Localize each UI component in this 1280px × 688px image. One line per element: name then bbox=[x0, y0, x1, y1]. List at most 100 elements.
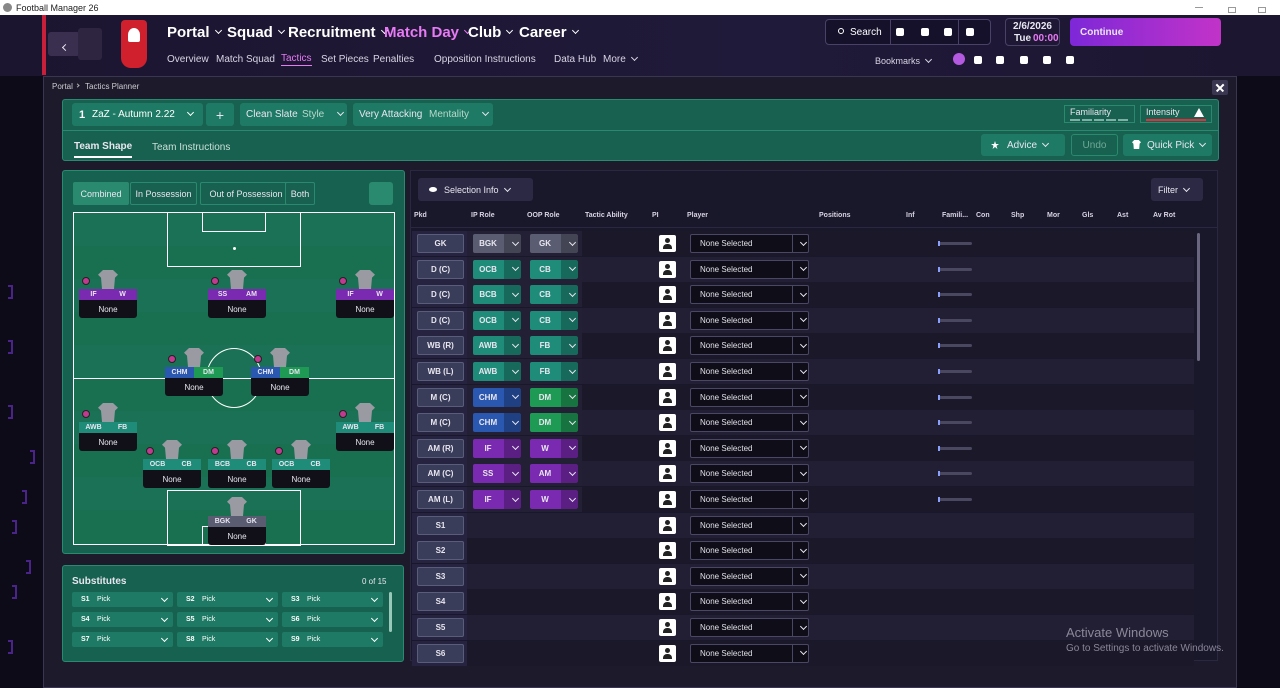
player-dropdown[interactable]: None Selected bbox=[690, 234, 809, 253]
player-dropdown[interactable]: None Selected bbox=[690, 643, 809, 663]
pi-button[interactable] bbox=[659, 337, 676, 355]
pi-button[interactable] bbox=[659, 414, 676, 432]
pi-button[interactable] bbox=[659, 311, 676, 329]
ip-role-dropdown[interactable]: CHM bbox=[473, 413, 521, 433]
pi-button[interactable] bbox=[659, 465, 676, 483]
ip-role-dropdown[interactable]: AWB bbox=[473, 362, 521, 381]
table-row[interactable]: S4 None Selected bbox=[412, 589, 1194, 615]
column-header[interactable]: Con bbox=[976, 212, 990, 219]
player-card[interactable]: SS AM None bbox=[208, 270, 266, 320]
quick-link-icon[interactable] bbox=[1043, 56, 1051, 64]
column-header[interactable]: Player bbox=[687, 212, 709, 219]
table-row[interactable]: WB (L) AWB FB None Selected bbox=[412, 359, 1194, 384]
pi-button[interactable] bbox=[659, 619, 676, 636]
sub-slot[interactable]: S8 Pick bbox=[177, 632, 278, 647]
quick-link-icon[interactable] bbox=[1066, 56, 1074, 64]
toolbar-icon[interactable] bbox=[944, 28, 952, 36]
player-dropdown[interactable]: None Selected bbox=[690, 336, 809, 356]
column-header[interactable]: Mor bbox=[1047, 212, 1060, 219]
table-row[interactable]: AM (L) IF W None Selected bbox=[412, 487, 1194, 512]
ip-role-dropdown[interactable]: AWB bbox=[473, 336, 521, 356]
pi-button[interactable] bbox=[659, 439, 676, 457]
bookmarks[interactable]: Bookmarks bbox=[875, 54, 931, 68]
breadcrumb-portal[interactable]: Portal bbox=[52, 82, 73, 91]
toolbar-icon[interactable] bbox=[966, 28, 974, 36]
sub-slot[interactable]: S5 Pick bbox=[177, 612, 278, 627]
table-row[interactable]: D (C) OCB CB None Selected bbox=[412, 307, 1194, 333]
sub-nav-item[interactable]: Match Squad bbox=[216, 53, 275, 65]
player-dropdown[interactable]: None Selected bbox=[690, 490, 809, 509]
sub-nav-item[interactable]: Tactics bbox=[281, 53, 312, 66]
column-header[interactable]: IP Role bbox=[471, 212, 495, 219]
oop-role-dropdown[interactable]: DM bbox=[530, 387, 578, 407]
mode-button[interactable]: Combined bbox=[73, 182, 129, 205]
main-nav-item[interactable]: Squad bbox=[227, 21, 284, 43]
mode-button[interactable]: Out of Possession bbox=[200, 182, 292, 205]
ip-role-dropdown[interactable]: BGK bbox=[473, 234, 521, 253]
player-dropdown[interactable]: None Selected bbox=[690, 285, 809, 305]
sub-slot[interactable]: S1 Pick bbox=[72, 592, 173, 607]
style-dropdown[interactable]: Clean Slate Style bbox=[240, 103, 347, 126]
player-dropdown[interactable]: None Selected bbox=[690, 362, 809, 381]
player-card[interactable]: BCB CB None bbox=[208, 440, 266, 490]
table-row[interactable]: M (C) CHM DM None Selected bbox=[412, 410, 1194, 436]
oop-role-dropdown[interactable]: CB bbox=[530, 259, 578, 279]
quick-link-icon[interactable] bbox=[1020, 56, 1028, 64]
oop-role-dropdown[interactable]: AM bbox=[530, 464, 578, 484]
pi-button[interactable] bbox=[659, 260, 676, 278]
ip-role-dropdown[interactable]: OCB bbox=[473, 259, 521, 279]
table-row[interactable]: WB (R) AWB FB None Selected bbox=[412, 333, 1194, 359]
table-row[interactable]: D (C) OCB CB None Selected bbox=[412, 256, 1194, 282]
main-nav-item[interactable]: Club bbox=[468, 21, 512, 43]
player-dropdown[interactable]: None Selected bbox=[690, 618, 809, 637]
pi-button[interactable] bbox=[659, 363, 676, 380]
window-close[interactable] bbox=[1258, 7, 1266, 13]
column-header[interactable]: OOP Role bbox=[527, 212, 560, 219]
table-row[interactable]: S3 None Selected bbox=[412, 563, 1194, 589]
table-row[interactable]: AM (R) IF W None Selected bbox=[412, 435, 1194, 461]
column-header[interactable]: Shp bbox=[1011, 212, 1025, 219]
column-header[interactable]: Gls bbox=[1082, 212, 1094, 219]
filter-button[interactable]: Filter bbox=[1151, 178, 1203, 201]
column-header[interactable]: Positions bbox=[819, 212, 851, 219]
player-dropdown[interactable]: None Selected bbox=[690, 387, 809, 407]
ip-role-dropdown[interactable]: IF bbox=[473, 438, 521, 458]
back-button[interactable] bbox=[48, 32, 80, 56]
tactic-dropdown[interactable]: 1 ZaZ - Autumn 2.22 bbox=[72, 103, 203, 126]
column-header[interactable]: Famili... bbox=[942, 212, 969, 219]
column-header[interactable]: Pkd bbox=[414, 212, 427, 219]
ip-role-dropdown[interactable]: SS bbox=[473, 464, 521, 484]
quick-link-icon[interactable] bbox=[996, 56, 1004, 64]
sub-nav-item[interactable]: Penalties bbox=[373, 53, 415, 65]
undo-button[interactable]: Undo bbox=[1071, 134, 1118, 156]
close-button[interactable] bbox=[1212, 80, 1228, 95]
oop-role-dropdown[interactable]: CB bbox=[530, 310, 578, 330]
column-header[interactable]: Inf bbox=[906, 212, 915, 219]
column-header[interactable]: Ast bbox=[1117, 212, 1129, 219]
search-button[interactable]: Search bbox=[850, 26, 882, 38]
pi-button[interactable] bbox=[659, 516, 676, 534]
sub-slot[interactable]: S3 Pick bbox=[282, 592, 383, 607]
collapse-button[interactable] bbox=[369, 182, 393, 205]
continue-button[interactable]: Continue bbox=[1070, 18, 1221, 46]
forward-button[interactable] bbox=[78, 28, 102, 60]
player-card[interactable]: IF W None bbox=[336, 270, 394, 320]
oop-role-dropdown[interactable]: GK bbox=[530, 234, 578, 253]
pi-button[interactable] bbox=[659, 388, 676, 406]
table-row[interactable]: M (C) CHM DM None Selected bbox=[412, 384, 1194, 410]
player-dropdown[interactable]: None Selected bbox=[690, 413, 809, 433]
main-nav-item[interactable]: Recruitment bbox=[288, 21, 387, 43]
sub-slot[interactable]: S4 Pick bbox=[72, 612, 173, 627]
quick-link-icon[interactable] bbox=[953, 53, 965, 65]
pi-button[interactable] bbox=[659, 491, 676, 508]
table-row[interactable]: GK BGK GK None Selected bbox=[412, 231, 1194, 256]
player-dropdown[interactable]: None Selected bbox=[690, 541, 809, 561]
table-row[interactable]: D (C) BCB CB None Selected bbox=[412, 282, 1194, 308]
tab[interactable]: Team Shape bbox=[74, 136, 133, 158]
pi-button[interactable] bbox=[659, 542, 676, 560]
window-min[interactable] bbox=[1195, 7, 1203, 8]
mode-button[interactable]: In Possession bbox=[130, 182, 197, 205]
main-nav-item[interactable]: Career bbox=[519, 21, 578, 43]
table-row[interactable]: S2 None Selected bbox=[412, 538, 1194, 564]
toolbar-icon[interactable] bbox=[896, 28, 904, 36]
